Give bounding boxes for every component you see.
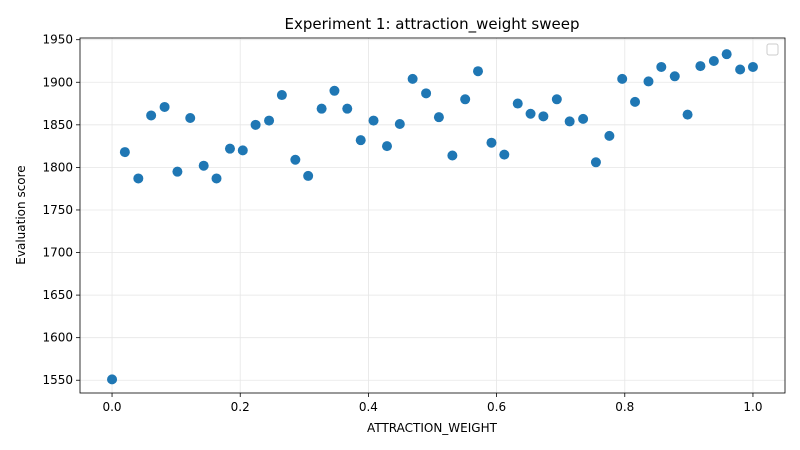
data-point [290, 154, 301, 165]
data-point [237, 145, 248, 156]
grid-lines [80, 38, 785, 393]
data-point [264, 115, 275, 126]
data-point [512, 98, 523, 109]
plot-area [79, 37, 786, 394]
x-tick-label: 0.8 [615, 400, 634, 414]
data-point [421, 88, 432, 99]
data-point [708, 55, 719, 66]
y-tick-label: 1600 [42, 331, 73, 345]
y-tick-label: 1800 [42, 160, 73, 174]
data-point [590, 157, 601, 168]
data-point [342, 103, 353, 114]
data-point [329, 85, 340, 96]
data-point [747, 61, 758, 72]
data-point [394, 118, 405, 129]
data-point [486, 137, 497, 148]
y-tick-label: 1900 [42, 75, 73, 89]
data-point [538, 111, 549, 122]
data-point [276, 90, 287, 101]
data-point [656, 61, 667, 72]
data-point [316, 103, 327, 114]
x-tick-label: 0.2 [231, 400, 250, 414]
data-point [447, 150, 458, 161]
x-tick-label: 0.0 [102, 400, 121, 414]
data-point [617, 73, 628, 84]
data-point [119, 147, 130, 158]
y-tick-label: 1750 [42, 203, 73, 217]
data-point [172, 166, 183, 177]
data-point [250, 119, 261, 130]
data-point [107, 374, 118, 385]
data-point [133, 173, 144, 184]
data-point [735, 64, 746, 75]
legend-box [766, 43, 779, 56]
data-point [721, 49, 732, 60]
y-tick-label: 1650 [42, 288, 73, 302]
data-point [578, 113, 589, 124]
data-point [211, 173, 222, 184]
data-point [368, 115, 379, 126]
data-point [669, 71, 680, 82]
data-point [630, 96, 641, 107]
y-tick-label: 1700 [42, 246, 73, 260]
y-tick-label: 1850 [42, 118, 73, 132]
data-point [460, 94, 471, 105]
data-point [198, 160, 209, 171]
data-point [355, 135, 366, 146]
x-axis-ticks: 0.0 0.2 0.4 0.6 0.8 1.0 [102, 393, 763, 414]
data-point [643, 76, 654, 87]
y-tick-label: 1950 [42, 33, 73, 47]
data-point [551, 94, 562, 105]
x-tick-label: 0.4 [359, 400, 378, 414]
data-point [525, 108, 536, 119]
data-point [224, 143, 235, 154]
y-axis-ticks: 1550 1600 1650 1700 1750 1800 1850 1900 1950 [42, 33, 80, 387]
data-point [564, 116, 575, 127]
data-point [185, 113, 196, 124]
x-tick-label: 1.0 [743, 400, 762, 414]
data-point [473, 66, 484, 77]
data-points [107, 49, 758, 385]
data-point [381, 141, 392, 152]
data-point [433, 112, 444, 123]
x-axis-label: ATTRACTION_WEIGHT [367, 421, 498, 435]
data-point [146, 110, 157, 121]
data-point [604, 130, 615, 141]
data-point [159, 101, 170, 112]
chart-title: Experiment 1: attraction_weight sweep [285, 15, 580, 34]
x-tick-label: 0.6 [487, 400, 506, 414]
y-axis-label: Evaluation score [14, 165, 28, 264]
y-tick-label: 1550 [42, 373, 73, 387]
data-point [695, 61, 706, 72]
data-point [682, 109, 693, 120]
data-point [499, 149, 510, 160]
data-point [407, 73, 418, 84]
data-point [303, 170, 314, 181]
